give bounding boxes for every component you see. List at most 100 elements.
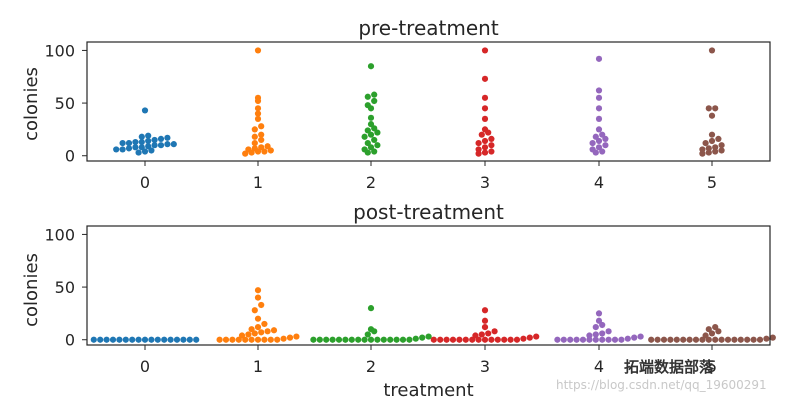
data-point-pre-cat-1 (254, 97, 262, 105)
data-point-pre-cat-0 (157, 135, 165, 142)
data-point-post-cat-0 (161, 336, 168, 343)
y-tick-label: 50 (55, 94, 75, 113)
data-point-post-cat-1 (274, 336, 281, 343)
data-point-pre-cat-4 (602, 142, 609, 149)
data-point-post-cat-2 (348, 336, 355, 343)
data-point-post-cat-3 (481, 323, 489, 331)
data-point-post-cat-5 (708, 330, 716, 337)
data-point-pre-cat-2 (367, 114, 375, 121)
x-tick-label: 0 (140, 173, 150, 192)
data-point-pre-cat-4 (595, 115, 603, 122)
data-point-pre-cat-0 (138, 144, 145, 151)
data-point-pre-cat-1 (242, 150, 249, 157)
x-axis-label: treatment (383, 380, 473, 401)
data-point-pre-cat-5 (708, 137, 716, 145)
data-point-pre-cat-2 (367, 121, 375, 128)
data-point-post-cat-5 (702, 332, 709, 339)
data-point-post-cat-2 (355, 336, 362, 343)
data-point-post-cat-4 (605, 328, 612, 335)
data-point-post-cat-1 (267, 336, 274, 343)
data-point-pre-cat-1 (267, 147, 274, 154)
data-point-pre-cat-1 (254, 47, 262, 54)
data-point-pre-cat-1 (258, 123, 265, 130)
x-tick-label: 2 (366, 173, 376, 192)
data-point-pre-cat-2 (374, 129, 381, 136)
data-point-pre-cat-4 (589, 139, 596, 147)
data-point-post-cat-3 (449, 336, 457, 343)
data-point-post-cat-1 (254, 323, 262, 331)
data-point-post-cat-4 (567, 336, 574, 343)
data-point-post-cat-1 (270, 327, 278, 334)
data-point-pre-cat-1 (248, 149, 255, 156)
data-point-post-cat-2 (399, 336, 407, 343)
data-point-post-cat-2 (316, 336, 323, 343)
data-point-pre-cat-0 (119, 146, 126, 153)
data-point-post-cat-2 (342, 336, 349, 343)
data-point-post-cat-0 (180, 336, 187, 343)
data-point-post-cat-0 (173, 336, 181, 343)
data-point-pre-cat-3 (481, 105, 489, 112)
data-point-pre-cat-4 (592, 149, 599, 156)
data-point-post-cat-1 (264, 328, 271, 335)
data-point-post-cat-4 (579, 336, 587, 343)
data-point-post-cat-0 (103, 336, 110, 343)
data-point-pre-cat-4 (599, 148, 606, 155)
data-point-pre-cat-0 (151, 136, 158, 144)
data-point-post-cat-4 (592, 323, 599, 331)
data-point-post-cat-5 (718, 336, 725, 343)
data-point-post-cat-3 (430, 336, 437, 343)
data-point-post-cat-1 (258, 301, 265, 309)
data-point-pre-cat-2 (374, 142, 381, 149)
data-point-post-cat-2 (393, 336, 400, 343)
data-point-post-cat-3 (520, 335, 527, 342)
data-point-post-cat-1 (238, 332, 246, 339)
panel-post-treatment: post-treatment colonies 0 50 100 0 1 2 3 4 5 tre… (21, 200, 776, 401)
data-point-pre-cat-4 (595, 144, 603, 151)
data-point-pre-cat-0 (164, 134, 171, 141)
data-point-post-cat-3 (513, 336, 521, 343)
data-point-pre-cat-3 (478, 131, 485, 138)
data-point-pre-cat-3 (481, 115, 489, 122)
data-point-post-cat-1 (258, 329, 265, 336)
data-point-post-cat-5 (763, 335, 770, 342)
data-point-pre-cat-1 (254, 115, 262, 122)
data-point-pre-cat-2 (367, 63, 375, 70)
data-point-pre-cat-2 (364, 93, 371, 100)
data-point-post-cat-1 (254, 315, 262, 322)
data-point-pre-cat-4 (595, 55, 603, 62)
data-point-post-cat-1 (261, 320, 268, 328)
data-point-pre-cat-3 (475, 150, 482, 157)
data-point-pre-cat-4 (595, 87, 603, 94)
data-point-pre-cat-0 (141, 107, 149, 114)
data-point-pre-cat-0 (132, 144, 139, 151)
data-point-post-cat-3 (462, 336, 469, 343)
data-point-post-cat-2 (419, 334, 426, 341)
y-axis-label-pre: colonies (21, 67, 42, 141)
data-point-post-cat-3 (526, 334, 533, 341)
data-point-post-cat-5 (731, 336, 738, 343)
data-point-post-cat-2 (310, 336, 317, 343)
y-tick-label: 0 (65, 331, 75, 350)
data-point-post-cat-5 (648, 336, 655, 343)
data-point-pre-cat-5 (699, 150, 706, 157)
data-point-post-cat-4 (560, 336, 567, 343)
x-tick-label: 2 (366, 357, 376, 376)
data-point-post-cat-2 (425, 333, 432, 340)
data-point-pre-cat-0 (145, 143, 152, 150)
data-point-post-cat-3 (501, 336, 508, 343)
data-point-pre-cat-5 (712, 148, 719, 155)
data-point-post-cat-0 (154, 336, 161, 343)
data-point-pre-cat-3 (488, 148, 495, 155)
data-point-post-cat-1 (222, 336, 230, 343)
data-point-pre-cat-1 (254, 148, 262, 155)
data-point-post-cat-2 (412, 335, 419, 342)
data-point-pre-cat-0 (135, 149, 142, 156)
data-point-post-cat-4 (586, 336, 593, 343)
data-point-pre-cat-2 (367, 131, 375, 138)
data-point-post-cat-1 (216, 336, 223, 343)
data-point-post-cat-1 (248, 336, 255, 343)
data-point-post-cat-0 (109, 336, 117, 343)
data-point-post-cat-2 (380, 336, 387, 343)
y-axis-label-post: colonies (21, 253, 42, 327)
data-point-post-cat-0 (129, 336, 136, 343)
